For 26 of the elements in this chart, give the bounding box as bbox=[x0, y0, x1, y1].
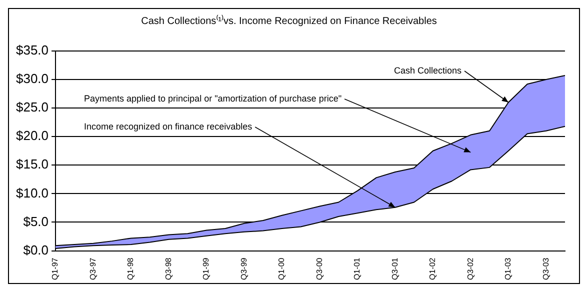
y-tick-label: $5.0 bbox=[23, 214, 49, 229]
x-tick-label: Q3-03 bbox=[541, 257, 550, 280]
x-tick-label: Q1-01 bbox=[352, 257, 362, 280]
x-tick-label: Q3-01 bbox=[390, 257, 400, 280]
annotation: Income recognized on finance receivables bbox=[84, 121, 253, 132]
y-tick-label: $35.0 bbox=[16, 42, 49, 58]
y-tick-label: $20.0 bbox=[16, 128, 49, 144]
annotation: Payments applied to principal or "amortization of purchase price" bbox=[84, 93, 342, 104]
x-tick-label: Q3-98 bbox=[164, 257, 173, 280]
x-tick-label: Q3-99 bbox=[239, 257, 248, 280]
y-tick-label: $10.0 bbox=[16, 185, 49, 200]
x-tick-label: Q1-03 bbox=[504, 257, 513, 280]
x-tick-label: Q1-99 bbox=[202, 257, 211, 280]
y-tick-label: $15.0 bbox=[16, 156, 49, 172]
x-tick-label: Q1-00 bbox=[277, 257, 286, 280]
y-tick-label: $0.0 bbox=[23, 242, 49, 258]
x-tick-label: Q1-97 bbox=[50, 257, 60, 280]
x-tick-label: Q3-02 bbox=[466, 257, 475, 280]
x-tick-label: Q3-00 bbox=[314, 257, 324, 280]
y-tick-label: $30.0 bbox=[16, 71, 49, 86]
x-tick-label: Q3-97 bbox=[88, 257, 98, 280]
chart-title: Cash Collections⁽¹⁾vs. Income Recognized on Finance Receivables bbox=[141, 14, 437, 27]
x-tick-label: Q1-02 bbox=[428, 257, 438, 280]
annotation: Cash Collections bbox=[394, 65, 462, 76]
x-tick-label: Q1-98 bbox=[126, 257, 136, 280]
y-tick-label: $25.0 bbox=[16, 100, 49, 115]
